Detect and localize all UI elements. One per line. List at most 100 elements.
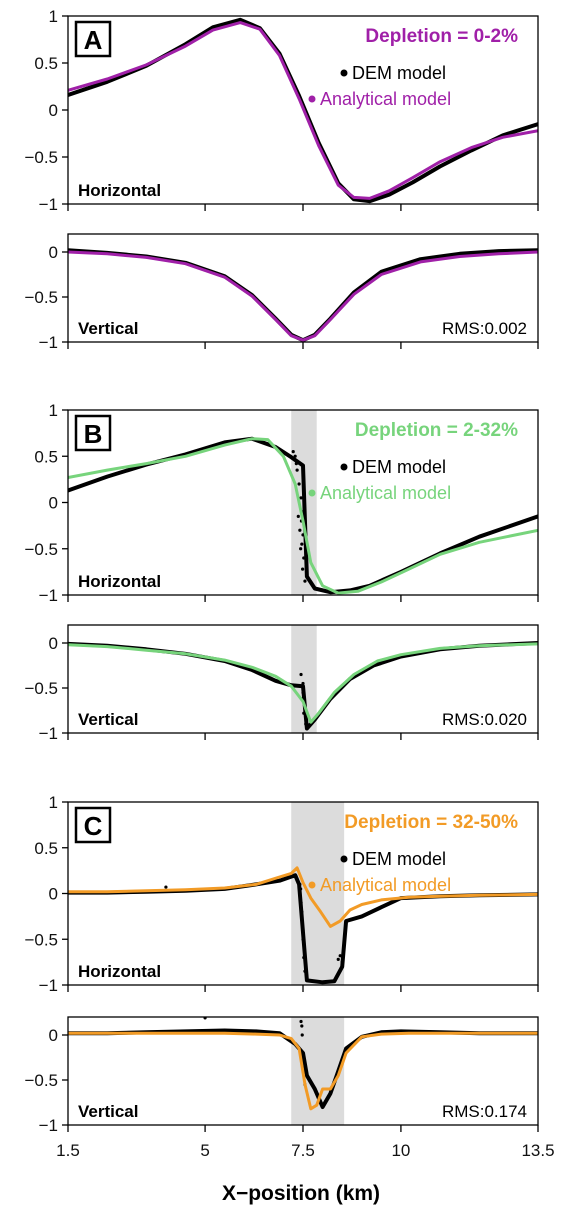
analytical-series-line [68,866,538,928]
dem-series-line [68,1028,538,1109]
x-tick-label: 1.5 [56,1141,80,1160]
dem-scatter-point [299,496,303,500]
y-tick-label: 0.5 [34,54,58,73]
y-tick-label: −0.5 [24,930,58,949]
dem-scatter-point [291,450,295,454]
y-tick-label: −0.5 [24,148,58,167]
plot-area [68,866,538,985]
dem-scatter-point [300,542,304,546]
analytical-series-line [68,437,538,595]
dem-scatter-point [299,1019,303,1024]
dem-scatter-point [299,547,303,551]
dem-scatter-point [301,1051,305,1055]
dem-scatter-point [302,556,306,560]
vertical-label: Vertical [78,1102,139,1121]
rms-label: RMS:0.174 [442,1102,527,1121]
dem-scatter-point [301,567,305,571]
horizontal-subplot: 1 0.5 0 −0.5 −1 Horizontal A Depletion = 0-2% DE… [24,7,539,214]
horizontal-label: Horizontal [78,181,161,200]
panel-letter: C [84,811,103,841]
dem-scatter-point [300,919,304,923]
y-tick-label: 0.5 [34,447,58,466]
analytical-legend-marker [308,489,316,497]
dem-scatter-point [295,468,299,472]
y-tick-label: 0 [49,494,58,513]
dem-scatter-point [164,885,168,889]
horizontal-subplot: 1 0.5 0 −0.5 −1 Horizontal C Depletion = 32-50%… [24,793,539,995]
dem-scatter-point [298,882,302,886]
dem-scatter-point [300,910,304,914]
dem-scatter-point [299,887,303,891]
y-tick-label: −1 [39,1116,58,1135]
y-tick-label: 0.5 [34,839,58,858]
analytical-legend-marker [308,95,316,103]
dem-legend-label: DEM model [352,849,446,869]
y-tick-label: 0 [49,634,58,653]
panel-letter: A [84,25,103,55]
dem-scatter-point [294,462,298,466]
panel-c: 1 0.5 0 −0.5 −1 Horizontal C Depletion = 32-50%… [24,793,539,1135]
y-tick-label: 0 [49,243,58,262]
shaded-region [291,1017,345,1125]
analytical-series-line [68,1031,538,1111]
analytical-legend-label: Analytical model [320,89,451,109]
y-tick-label: −0.5 [24,1071,58,1090]
panel-letter: B [84,419,103,449]
vertical-label: Vertical [78,710,139,729]
plot-area [68,641,538,731]
y-tick-label: 0 [49,1026,58,1045]
dem-scatter-point [301,533,305,537]
depletion-title: Depletion = 2-32% [355,420,518,441]
dem-scatter-point [301,937,305,941]
dem-scatter-point [305,974,309,978]
horizontal-label: Horizontal [78,962,161,981]
y-tick-label: −1 [39,586,58,605]
vertical-subplot: 0 −0.5 −1 Vertical RMS:0.002 [24,233,539,352]
dem-scatter-point [303,579,307,583]
x-tick-label: 7.5 [291,1141,315,1160]
x-tick-label: 10 [391,1141,410,1160]
rms-label: RMS:0.002 [442,319,527,338]
dem-scatter-point [300,1024,304,1028]
y-tick-label: −1 [39,333,58,352]
panel-a: 1 0.5 0 −0.5 −1 Horizontal A Depletion = 0-2% DE… [24,7,539,352]
dem-scatter-point [302,955,306,960]
y-tick-label: −1 [39,976,58,995]
rms-label: RMS:0.020 [442,710,527,729]
dem-scatter-point [338,954,342,958]
dem-scatter-point [293,454,297,458]
dem-legend-marker [340,463,348,471]
plot-area [68,248,538,342]
plot-area [68,436,538,595]
analytical-legend-label: Analytical model [320,483,451,503]
dem-scatter-point [340,960,344,964]
dem-scatter-point [296,514,300,518]
horizontal-label: Horizontal [78,572,161,591]
vertical-subplot: 0 −0.5 −1 Vertical RMS:0.020 [24,624,539,743]
plot-area [68,17,538,204]
y-tick-label: 0 [49,885,58,904]
dem-scatter-point [297,482,301,486]
y-tick-label: −0.5 [24,288,58,307]
dem-scatter-point [303,969,307,973]
depletion-title: Depletion = 32-50% [344,812,518,833]
dem-scatter-point [301,690,305,695]
y-tick-label: 0 [49,101,58,120]
horizontal-subplot: 1 0.5 0 −0.5 −1 Horizontal B Depletion = 2-32% D… [24,401,539,605]
analytical-series-line [68,250,538,342]
y-tick-label: −0.5 [24,540,58,559]
y-tick-label: −1 [39,724,58,743]
y-tick-label: 1 [49,7,58,26]
dem-legend-marker [340,855,348,863]
dem-scatter-point [302,711,306,715]
dem-legend-label: DEM model [352,63,446,83]
dem-scatter-point [299,672,303,677]
vertical-subplot: 0 −0.5 −1 Vertical RMS:0.174 [24,1016,539,1135]
x-axis-label: X−position (km) [222,1182,380,1205]
analytical-legend-label: Analytical model [320,875,451,895]
vertical-label: Vertical [78,319,139,338]
analytical-legend-marker [308,881,316,889]
dem-scatter-point [300,1033,304,1037]
dem-scatter-point [298,528,302,532]
y-tick-label: 1 [49,401,58,420]
